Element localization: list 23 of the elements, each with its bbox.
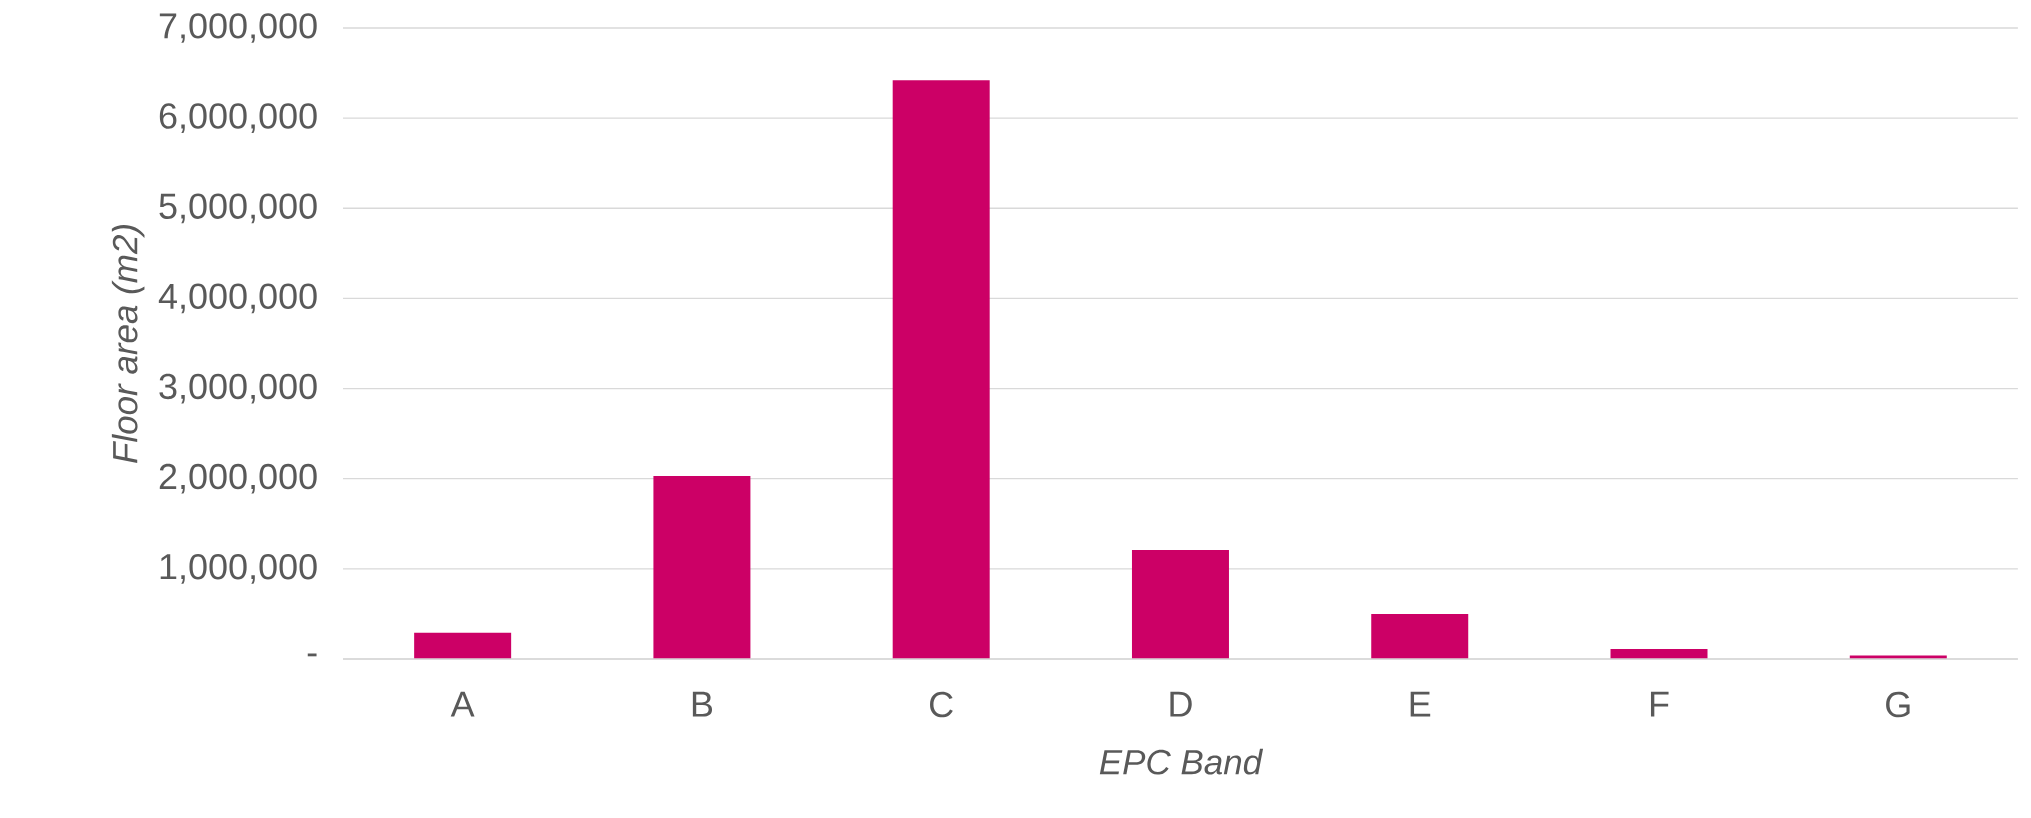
x-tick-label: D xyxy=(1170,691,1192,717)
y-tick-label: 6,000,000 xyxy=(159,103,317,134)
y-tick-label: 7,000,000 xyxy=(159,13,317,43)
y-tick-label: 5,000,000 xyxy=(159,193,317,224)
y-axis-title: Floor area (m2) xyxy=(111,225,145,463)
y-tick-label: 1,000,000 xyxy=(160,553,317,584)
y-tick-label: 4,000,000 xyxy=(158,283,317,314)
x-tick-label: B xyxy=(692,691,713,717)
x-axis-title: EPC Band xyxy=(1099,748,1264,775)
bar xyxy=(1610,649,1708,659)
bar xyxy=(1131,549,1229,659)
x-tick-label: E xyxy=(1410,691,1431,717)
y-tick-label: - xyxy=(307,653,317,657)
bar xyxy=(653,475,751,659)
y-tick-label: 3,000,000 xyxy=(159,373,317,404)
bar xyxy=(414,632,512,659)
x-tick-label: C xyxy=(930,691,953,718)
y-tick-label: 2,000,000 xyxy=(159,463,317,494)
bar xyxy=(892,80,990,659)
x-tick-label: F xyxy=(1650,691,1669,717)
bar xyxy=(1371,613,1469,659)
x-tick-label: A xyxy=(450,691,475,717)
x-tick-label: G xyxy=(1886,691,1910,718)
